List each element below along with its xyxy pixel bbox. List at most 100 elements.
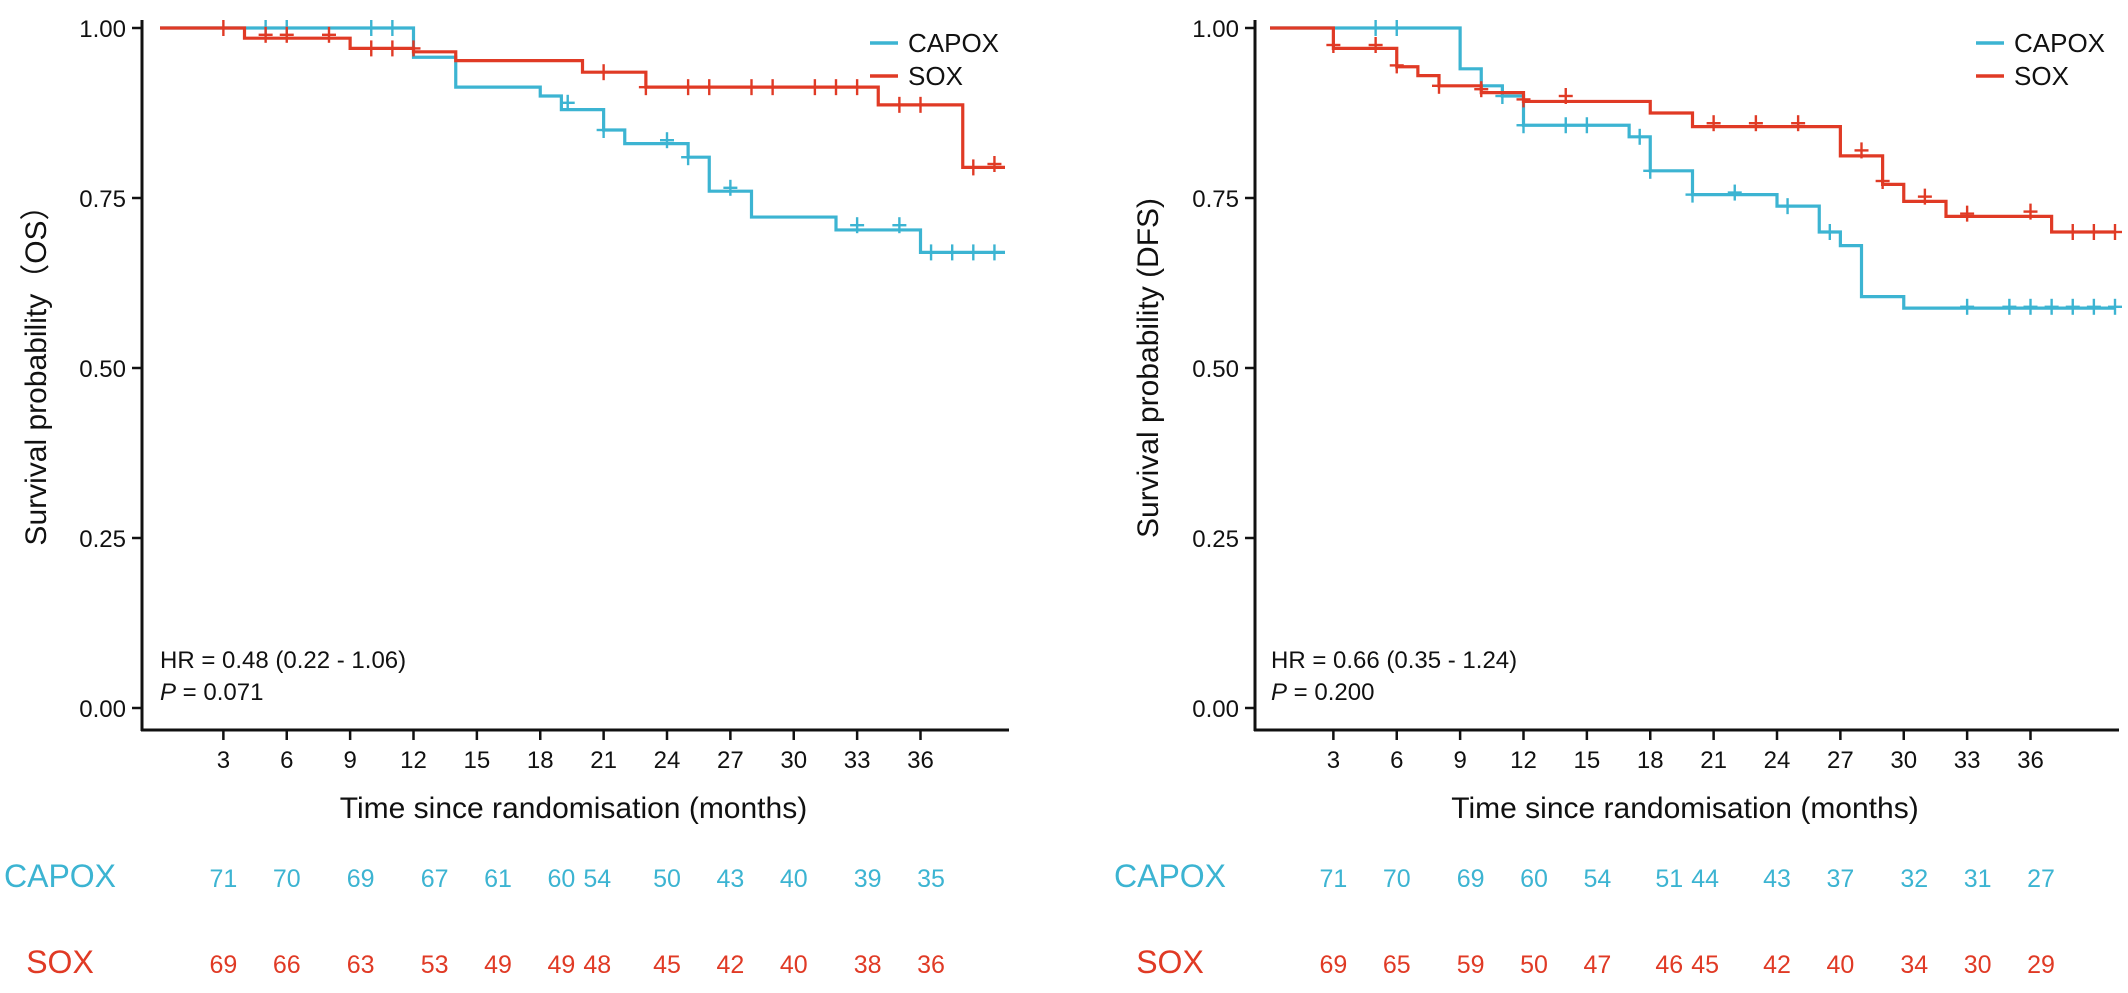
risk-count-sox: 36 — [917, 951, 945, 979]
x-tick-label: 12 — [400, 747, 427, 774]
risk-count-capox: 50 — [653, 865, 681, 893]
x-tick-label: 24 — [654, 747, 681, 774]
risk-count-capox: 51 — [1655, 865, 1683, 893]
censor-mark-capox — [1727, 184, 1742, 201]
risk-count-sox: 69 — [1319, 951, 1347, 979]
p-value-text: P = 0.071 — [160, 679, 263, 706]
x-tick-label: 3 — [1327, 747, 1340, 774]
censor-mark-capox — [2108, 298, 2122, 315]
risk-count-sox: 66 — [273, 951, 301, 979]
x-tick-label: 33 — [1954, 747, 1981, 774]
x-tick-label: 15 — [1574, 747, 1601, 774]
y-tick-label: 0.50 — [1192, 356, 1239, 383]
censor-mark-capox — [560, 94, 575, 111]
risk-group-label-capox: CAPOX — [4, 858, 116, 894]
risk-count-sox: 48 — [583, 951, 611, 979]
censor-mark-sox — [1706, 115, 1721, 132]
x-tick-label: 9 — [1453, 747, 1466, 774]
censor-mark-sox — [744, 79, 759, 96]
censor-mark-capox — [385, 20, 400, 36]
censor-mark-sox — [364, 40, 379, 57]
risk-group-label-sox: SOX — [26, 944, 94, 980]
censor-mark-capox — [1685, 186, 1700, 203]
risk-count-sox: 45 — [653, 951, 681, 979]
legend-label-capox: CAPOX — [2014, 28, 2105, 58]
censor-mark-sox — [966, 159, 981, 176]
risk-count-sox: 34 — [1900, 951, 1928, 979]
risk-count-sox: 49 — [484, 951, 512, 979]
risk-group-label-capox: CAPOX — [1114, 858, 1226, 894]
x-tick-label: 6 — [1390, 747, 1403, 774]
risk-group-label-sox: SOX — [1136, 944, 1204, 980]
legend-label-sox: SOX — [908, 61, 963, 91]
censor-mark-capox — [1558, 117, 1573, 134]
censor-mark-capox — [364, 20, 379, 36]
censor-mark-sox — [1474, 81, 1489, 98]
y-tick-label: 1.00 — [1192, 16, 1239, 43]
censor-mark-capox — [1516, 117, 1531, 134]
censor-mark-sox — [322, 26, 336, 43]
censor-mark-capox — [1643, 162, 1658, 179]
censor-mark-capox — [2065, 298, 2080, 315]
risk-count-sox: 29 — [2027, 951, 2055, 979]
risk-count-capox: 69 — [347, 865, 375, 893]
risk-count-sox: 59 — [1457, 951, 1485, 979]
risk-count-sox: 38 — [854, 951, 882, 979]
censor-mark-sox — [2108, 224, 2122, 240]
survival-curve-sox — [160, 26, 1005, 169]
p-label: P — [1271, 679, 1287, 706]
censor-mark-capox — [1780, 198, 1795, 215]
risk-count-capox: 60 — [547, 865, 575, 893]
censor-mark-sox — [850, 79, 865, 96]
censor-mark-sox — [892, 96, 907, 113]
dfs-panel: 0.000.250.500.751.003 6 9 12 15 18 21 24 27 30 33 3… — [1114, 16, 2122, 980]
censor-mark-sox — [1960, 205, 1975, 222]
p-value: = 0.071 — [176, 679, 263, 706]
x-tick-label: 30 — [1890, 747, 1917, 774]
censor-mark-sox — [2086, 224, 2101, 240]
os-panel: 0.000.250.500.751.003 6 9 12 15 18 21 24 27 30 33 3… — [4, 16, 1009, 980]
risk-count-capox: 54 — [583, 865, 611, 893]
y-tick-label: 0.50 — [79, 356, 126, 383]
risk-count-sox: 47 — [1584, 951, 1612, 979]
x-tick-label: 21 — [590, 747, 617, 774]
risk-count-sox: 53 — [421, 951, 449, 979]
censor-mark-capox — [2086, 298, 2101, 315]
risk-count-capox: 71 — [1319, 865, 1347, 893]
risk-count-capox: 61 — [484, 865, 512, 893]
censor-mark-sox — [829, 79, 843, 96]
censor-mark-sox — [1748, 115, 1763, 132]
legend-label-sox: SOX — [2014, 61, 2069, 91]
risk-count-sox: 69 — [209, 951, 237, 979]
y-tick-label: 0.00 — [79, 696, 126, 723]
survival-curve-capox — [160, 26, 1005, 254]
x-tick-label: 18 — [1637, 747, 1664, 774]
censor-mark-capox — [1495, 88, 1510, 104]
x-tick-label: 30 — [780, 747, 807, 774]
censor-mark-capox — [2002, 298, 2017, 315]
p-label: P — [160, 679, 176, 706]
risk-count-capox: 43 — [1763, 865, 1791, 893]
y-tick-label: 0.75 — [1192, 186, 1239, 213]
censor-mark-sox — [258, 26, 273, 43]
censor-mark-sox — [913, 96, 928, 113]
censor-mark-sox — [596, 64, 611, 81]
censor-mark-sox — [765, 79, 780, 96]
risk-count-capox: 27 — [2027, 865, 2055, 893]
x-tick-label: 12 — [1510, 747, 1537, 774]
censor-mark-capox — [1632, 128, 1647, 145]
censor-mark-sox — [385, 40, 400, 57]
x-tick-label: 36 — [2017, 747, 2044, 774]
censor-mark-capox — [945, 244, 960, 261]
censor-mark-sox — [1516, 91, 1531, 108]
risk-count-sox: 30 — [1964, 951, 1992, 979]
censor-mark-sox — [406, 40, 421, 57]
censor-mark-capox — [966, 244, 981, 261]
risk-count-capox: 44 — [1691, 865, 1719, 893]
x-tick-label: 3 — [217, 747, 230, 774]
censor-mark-capox — [1960, 298, 1975, 315]
risk-count-capox: 43 — [716, 865, 744, 893]
p-value: = 0.200 — [1287, 679, 1374, 706]
censor-mark-sox — [1854, 142, 1869, 159]
